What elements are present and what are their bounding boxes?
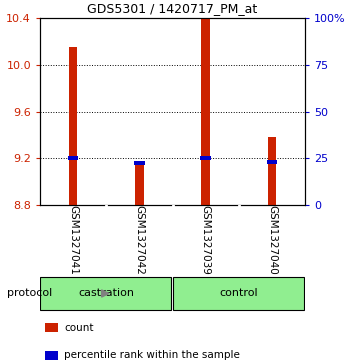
Bar [40, 277, 171, 310]
Bar [68, 156, 78, 160]
Text: GSM1327039: GSM1327039 [201, 205, 211, 275]
Bar [201, 156, 211, 160]
Text: percentile rank within the sample: percentile rank within the sample [64, 350, 240, 360]
Text: control: control [219, 288, 258, 298]
Text: castration: castration [78, 288, 134, 298]
Bar [267, 160, 277, 163]
Text: GSM1327040: GSM1327040 [267, 205, 277, 275]
Text: GSM1327041: GSM1327041 [68, 205, 78, 275]
Text: count: count [64, 323, 94, 333]
Bar [69, 47, 77, 205]
Text: protocol: protocol [7, 289, 52, 298]
Bar [135, 164, 144, 205]
Text: GSM1327042: GSM1327042 [134, 205, 144, 275]
Title: GDS5301 / 1420717_PM_at: GDS5301 / 1420717_PM_at [88, 3, 258, 16]
Bar [267, 137, 276, 205]
Bar [134, 161, 145, 165]
Bar [201, 18, 210, 205]
Bar [173, 277, 304, 310]
